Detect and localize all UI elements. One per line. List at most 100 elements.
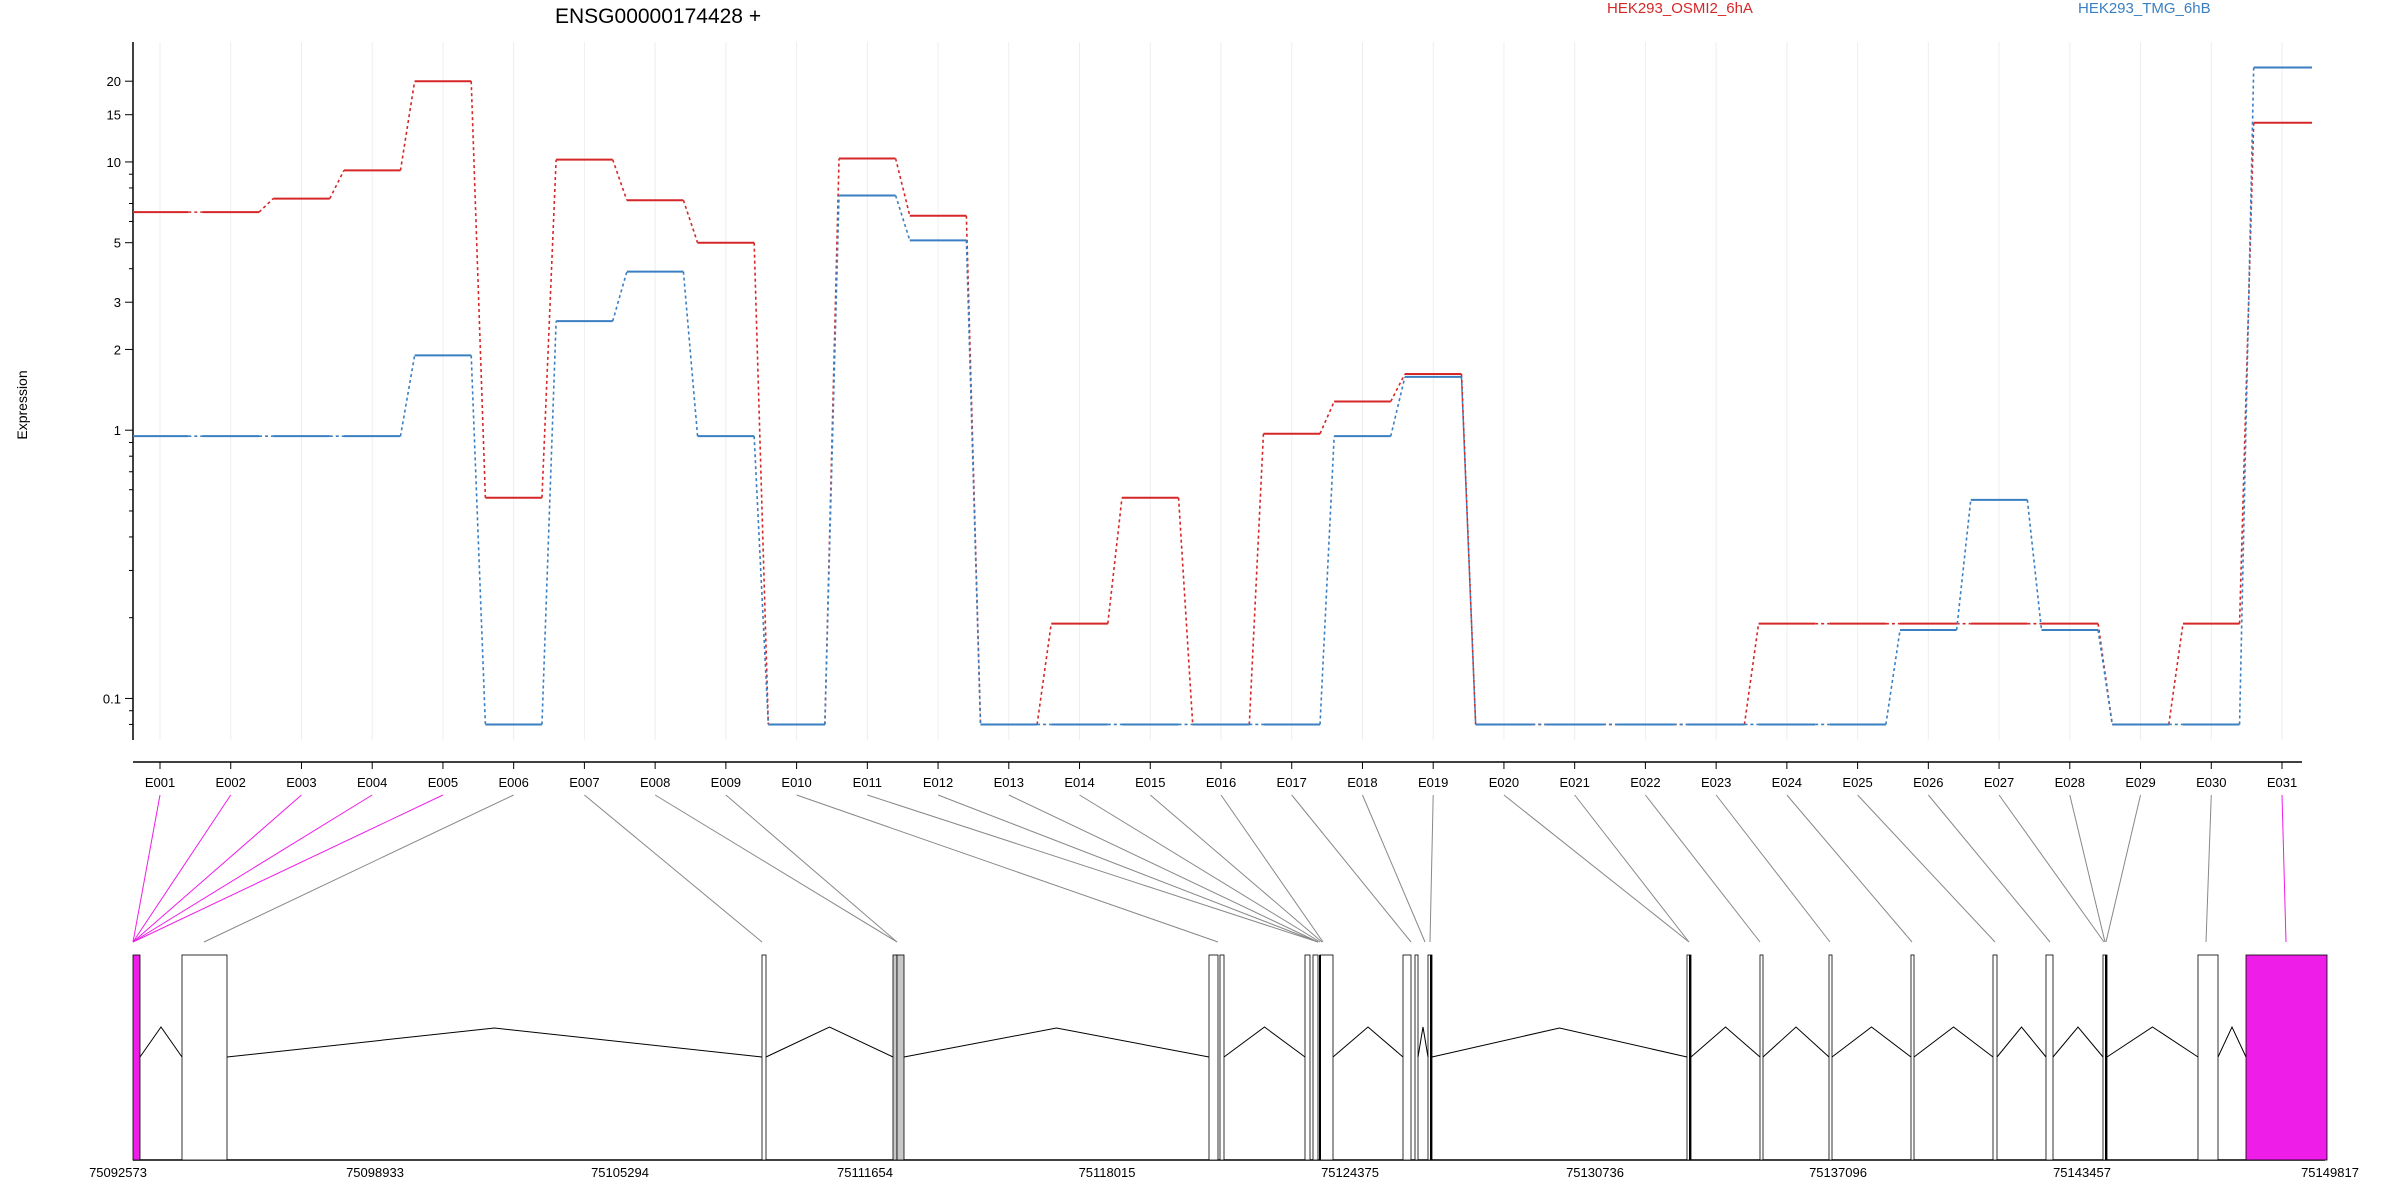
exon-block bbox=[1759, 954, 1764, 1161]
exon-block bbox=[896, 954, 905, 1161]
x-tick-label: E016 bbox=[1206, 775, 1236, 790]
genomic-coordinate-label: 75124375 bbox=[1321, 1165, 1379, 1180]
exon-block bbox=[2197, 954, 2219, 1161]
series-link bbox=[1319, 436, 1335, 725]
exon-connector bbox=[2069, 794, 2106, 943]
series-link bbox=[682, 199, 699, 243]
genomic-coordinate-label: 75143457 bbox=[2053, 1165, 2111, 1180]
y-tick-label: 15 bbox=[107, 108, 121, 123]
series-link bbox=[894, 158, 911, 216]
genomic-coordinate-label: 75092573 bbox=[89, 1165, 147, 1180]
series-link bbox=[753, 436, 770, 725]
exon-connector bbox=[1857, 794, 1996, 943]
series-link bbox=[541, 159, 557, 498]
series-link bbox=[1885, 629, 1901, 725]
intron-line bbox=[2217, 1025, 2247, 1058]
y-tick-label: 1 bbox=[114, 423, 121, 438]
x-tick-label: E018 bbox=[1347, 775, 1377, 790]
exon-block bbox=[1312, 954, 1319, 1161]
intron-line bbox=[765, 1026, 894, 1058]
series-layer bbox=[133, 66, 2312, 726]
series-link bbox=[2238, 67, 2255, 725]
exon-connector bbox=[1429, 794, 1434, 943]
x-tick-label: E007 bbox=[569, 775, 599, 790]
x-tick-label: E004 bbox=[357, 775, 387, 790]
exon-block bbox=[132, 954, 141, 1161]
exon-connector bbox=[1149, 794, 1323, 943]
exon-connector bbox=[867, 794, 1319, 943]
x-tick-label: E014 bbox=[1064, 775, 1094, 790]
exon-connector bbox=[132, 794, 302, 943]
exon-connector bbox=[1786, 794, 1913, 943]
x-tick-label: E017 bbox=[1277, 775, 1307, 790]
exon-connector bbox=[1927, 794, 2051, 943]
intron-line bbox=[1690, 1026, 1761, 1058]
x-tick-label: E001 bbox=[145, 775, 175, 790]
x-tick-label: E020 bbox=[1489, 775, 1519, 790]
exon-block bbox=[1910, 954, 1915, 1161]
x-tick-label: E023 bbox=[1701, 775, 1731, 790]
exon-block bbox=[2045, 954, 2054, 1161]
intron-line bbox=[1431, 1027, 1688, 1058]
x-tick-label: E013 bbox=[994, 775, 1024, 790]
series-link bbox=[1036, 623, 1053, 725]
exon-connector bbox=[584, 794, 763, 943]
series-link bbox=[2097, 629, 2114, 725]
intron-line bbox=[1223, 1026, 1306, 1058]
series-link bbox=[1743, 623, 1760, 725]
legend-entry-osmi2: HEK293_OSMI2_6hA bbox=[1607, 0, 1753, 17]
exon-block bbox=[1402, 954, 1412, 1161]
exon-block bbox=[892, 954, 898, 1161]
series-link bbox=[258, 198, 274, 213]
exon-connector bbox=[1998, 794, 2105, 943]
genomic-coordinate-label: 75105294 bbox=[591, 1165, 649, 1180]
genomic-coordinate-label: 75111654 bbox=[837, 1165, 893, 1180]
series-link bbox=[470, 81, 487, 498]
exon-connector bbox=[654, 794, 898, 943]
series-link bbox=[753, 242, 770, 725]
exon-block bbox=[1689, 955, 1691, 1160]
x-tick-label: E010 bbox=[781, 775, 811, 790]
genomic-coordinate-label: 75130736 bbox=[1566, 1165, 1624, 1180]
exon-block bbox=[1319, 955, 1321, 1160]
grid-layer bbox=[159, 42, 2283, 740]
y-tick-label: 5 bbox=[114, 236, 121, 251]
series-link bbox=[1248, 433, 1265, 725]
exon-connector bbox=[937, 794, 1319, 943]
intron-line bbox=[226, 1027, 763, 1058]
exon-block bbox=[761, 954, 767, 1161]
y-tick-label: 2 bbox=[114, 342, 121, 357]
y-tick-label: 3 bbox=[114, 295, 121, 310]
intron-line bbox=[1417, 1026, 1429, 1058]
exon-block bbox=[1304, 954, 1311, 1161]
series-link bbox=[1390, 373, 1406, 402]
series-link bbox=[965, 240, 982, 725]
exon-connector bbox=[2281, 794, 2287, 943]
exon-block bbox=[1319, 954, 1334, 1161]
x-tick-label: E022 bbox=[1630, 775, 1660, 790]
series-1 bbox=[133, 80, 2312, 726]
exon-connector bbox=[1079, 794, 1321, 943]
exon-connector bbox=[132, 794, 444, 943]
exon-connector bbox=[1008, 794, 1319, 943]
x-tick-label: E021 bbox=[1559, 775, 1589, 790]
x-tick-label: E027 bbox=[1984, 775, 2014, 790]
x-tick-label: E005 bbox=[428, 775, 458, 790]
x-tick-label: E019 bbox=[1418, 775, 1448, 790]
genomic-coordinate-label: 75098933 bbox=[346, 1165, 404, 1180]
exon-block bbox=[1414, 954, 1419, 1161]
exon-connector bbox=[1291, 794, 1412, 943]
y-tick-label: 10 bbox=[107, 155, 121, 170]
exon-connector bbox=[725, 794, 898, 943]
intron-line bbox=[1913, 1026, 1994, 1058]
genomic-coordinate-label: 75118015 bbox=[1079, 1165, 1136, 1180]
exon-block bbox=[2105, 955, 2107, 1160]
exon-connector bbox=[2205, 794, 2212, 943]
series-link bbox=[470, 355, 487, 725]
x-tick-label: E031 bbox=[2267, 775, 2297, 790]
series-link bbox=[399, 81, 416, 171]
series-link bbox=[1955, 499, 1972, 631]
x-tick-label: E025 bbox=[1842, 775, 1872, 790]
exon-connector bbox=[1645, 794, 1761, 943]
series-link bbox=[399, 355, 416, 437]
